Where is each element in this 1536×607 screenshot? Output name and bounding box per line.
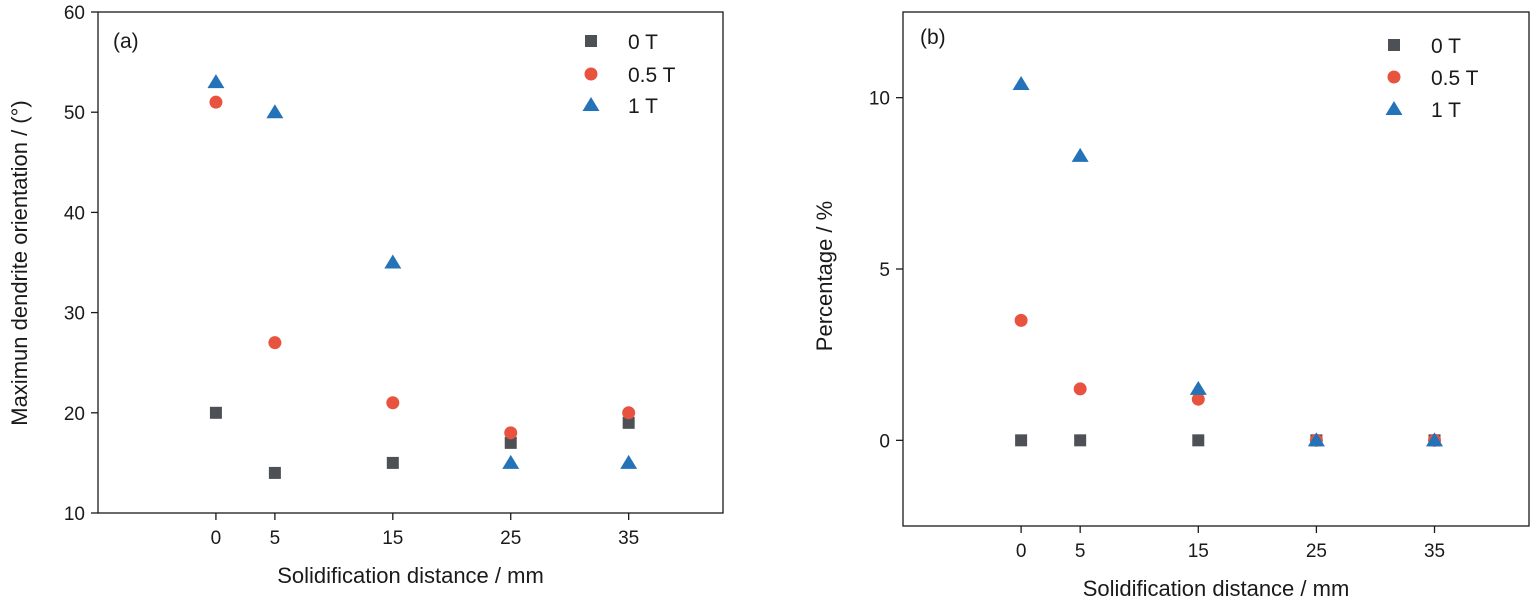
data-point xyxy=(1014,313,1028,327)
data-point xyxy=(266,104,284,119)
data-point xyxy=(1307,432,1325,447)
legend-label: 0.5 T xyxy=(1431,67,1479,90)
chart-panel-a: 0 5 15 25 35 10 20 30 40 50 60 Solidification dista… xyxy=(7,3,724,588)
data-point xyxy=(502,454,520,469)
x-tick-label: 5 xyxy=(270,528,281,549)
data-point xyxy=(504,426,518,440)
data-point xyxy=(1071,147,1089,162)
legend-label: 1 T xyxy=(628,95,658,118)
legend: 0 T 0.5 T 1 T xyxy=(1385,35,1479,122)
data-point xyxy=(386,456,399,469)
legend-marker xyxy=(585,35,597,47)
data-point xyxy=(1015,434,1028,447)
data-point xyxy=(620,454,638,469)
legend-marker xyxy=(584,67,598,81)
x-tick-label: 0 xyxy=(211,528,222,549)
x-tick-label: 15 xyxy=(1188,541,1209,562)
data-point xyxy=(209,95,223,109)
y-tick-label: 0 xyxy=(879,431,890,452)
plot-frame xyxy=(97,11,724,514)
x-axis-title: Solidification distance / mm xyxy=(277,563,544,588)
data-point xyxy=(384,254,402,269)
data-point xyxy=(386,396,400,410)
x-axis-title: Solidification distance / mm xyxy=(1083,576,1350,601)
data-point xyxy=(1012,75,1030,90)
legend-label: 0 T xyxy=(1431,35,1461,58)
series-0-t xyxy=(209,406,635,479)
series-0-5-t xyxy=(1014,313,1442,447)
y-tick-label: 10 xyxy=(64,504,85,525)
y-tick-label: 5 xyxy=(879,260,890,281)
y-tick-label: 50 xyxy=(64,103,85,124)
legend-marker xyxy=(1387,70,1401,84)
series-1-t xyxy=(1012,75,1444,447)
data-point xyxy=(1192,434,1205,447)
x-tick-label: 25 xyxy=(1306,541,1327,562)
data-point xyxy=(622,416,635,429)
y-tick-label: 40 xyxy=(64,203,85,224)
series-0-t xyxy=(1015,434,1441,447)
series-0-5-t xyxy=(209,95,636,440)
legend-marker xyxy=(1388,39,1400,51)
legend-marker xyxy=(1385,101,1403,115)
data-point xyxy=(504,436,517,449)
y-tick-label: 20 xyxy=(64,404,85,425)
chart-panel-b: 0 5 15 25 35 0 5 10 Solidification distance / mm… xyxy=(812,11,1530,601)
y-tick-label: 10 xyxy=(869,89,890,110)
series-1-t xyxy=(207,74,638,469)
x-tick-label: 35 xyxy=(1424,541,1445,562)
data-point xyxy=(268,466,281,479)
x-tick-label: 15 xyxy=(382,528,403,549)
y-axis-title: Maximun dendrite orientation / (°) xyxy=(7,100,32,426)
data-point xyxy=(207,74,225,89)
panel-label: (b) xyxy=(920,26,946,49)
data-point xyxy=(268,336,282,350)
legend-label: 0 T xyxy=(628,31,658,54)
y-axis-title: Percentage / % xyxy=(812,201,837,351)
data-point xyxy=(1073,382,1087,396)
data-point xyxy=(622,406,636,420)
x-tick-label: 25 xyxy=(500,528,521,549)
x-tick-label: 5 xyxy=(1075,541,1086,562)
legend-marker xyxy=(582,97,600,111)
legend: 0 T 0.5 T 1 T xyxy=(582,31,676,118)
data-point xyxy=(209,406,222,419)
x-tick-label: 35 xyxy=(618,528,639,549)
legend-label: 0.5 T xyxy=(628,64,676,87)
legend-label: 1 T xyxy=(1431,99,1461,122)
data-point xyxy=(1074,434,1087,447)
panel-label: (a) xyxy=(113,30,139,53)
data-point xyxy=(1189,380,1207,395)
data-point xyxy=(1426,432,1444,447)
y-tick-label: 30 xyxy=(64,304,85,325)
x-tick-label: 0 xyxy=(1016,541,1027,562)
y-tick-label: 60 xyxy=(64,3,85,24)
data-point xyxy=(1191,392,1205,406)
